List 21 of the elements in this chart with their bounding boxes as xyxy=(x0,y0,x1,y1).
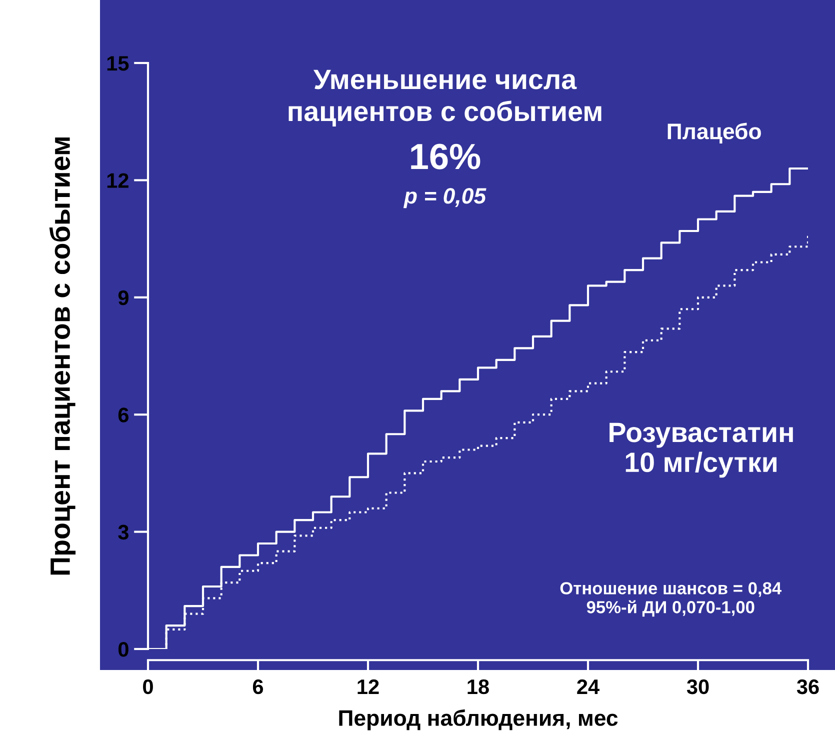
x-tick-label: 30 xyxy=(686,679,709,694)
annotation: Отношение шансов = 0,84 95%-й ДИ 0,070-1,00 xyxy=(560,582,782,617)
text: Уменьшение числа пациентов с событием xyxy=(288,70,602,126)
y-tick-label: 15 xyxy=(107,56,129,71)
y-tick-label: 0 xyxy=(118,642,128,657)
x-tick-label: 36 xyxy=(796,679,819,694)
x-tick-label: 0 xyxy=(143,679,153,694)
x-axis-title: Период наблюдения, мес xyxy=(339,709,618,730)
series-label: Плацебо xyxy=(668,122,761,144)
series-label: Розувастатин 10 мг/сутки xyxy=(610,422,793,478)
y-tick-label: 3 xyxy=(118,524,128,540)
y-tick-label: 9 xyxy=(118,290,128,306)
x-tick-label: 18 xyxy=(468,679,489,694)
annotation: p = 0,05 xyxy=(403,188,486,208)
x-tick-label: 12 xyxy=(358,679,379,694)
text: 16% xyxy=(411,144,480,170)
y-tick-label: 6 xyxy=(118,408,128,422)
x-tick-label: 6 xyxy=(252,679,264,694)
y-tick-label: 12 xyxy=(107,173,128,188)
y-axis-title: Процент пациентов с событием xyxy=(49,137,76,575)
x-tick-label: 24 xyxy=(577,679,600,694)
